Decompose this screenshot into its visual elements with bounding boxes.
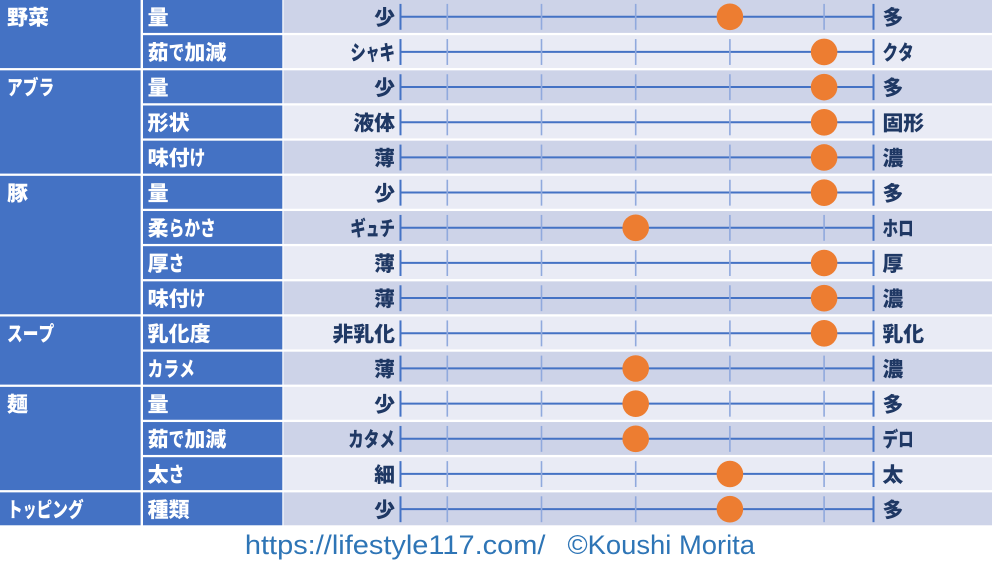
svg-text:©Koushi Morita: ©Koushi Morita <box>568 530 756 560</box>
svg-text:https://lifestyle117.com/: https://lifestyle117.com/ <box>245 530 546 560</box>
